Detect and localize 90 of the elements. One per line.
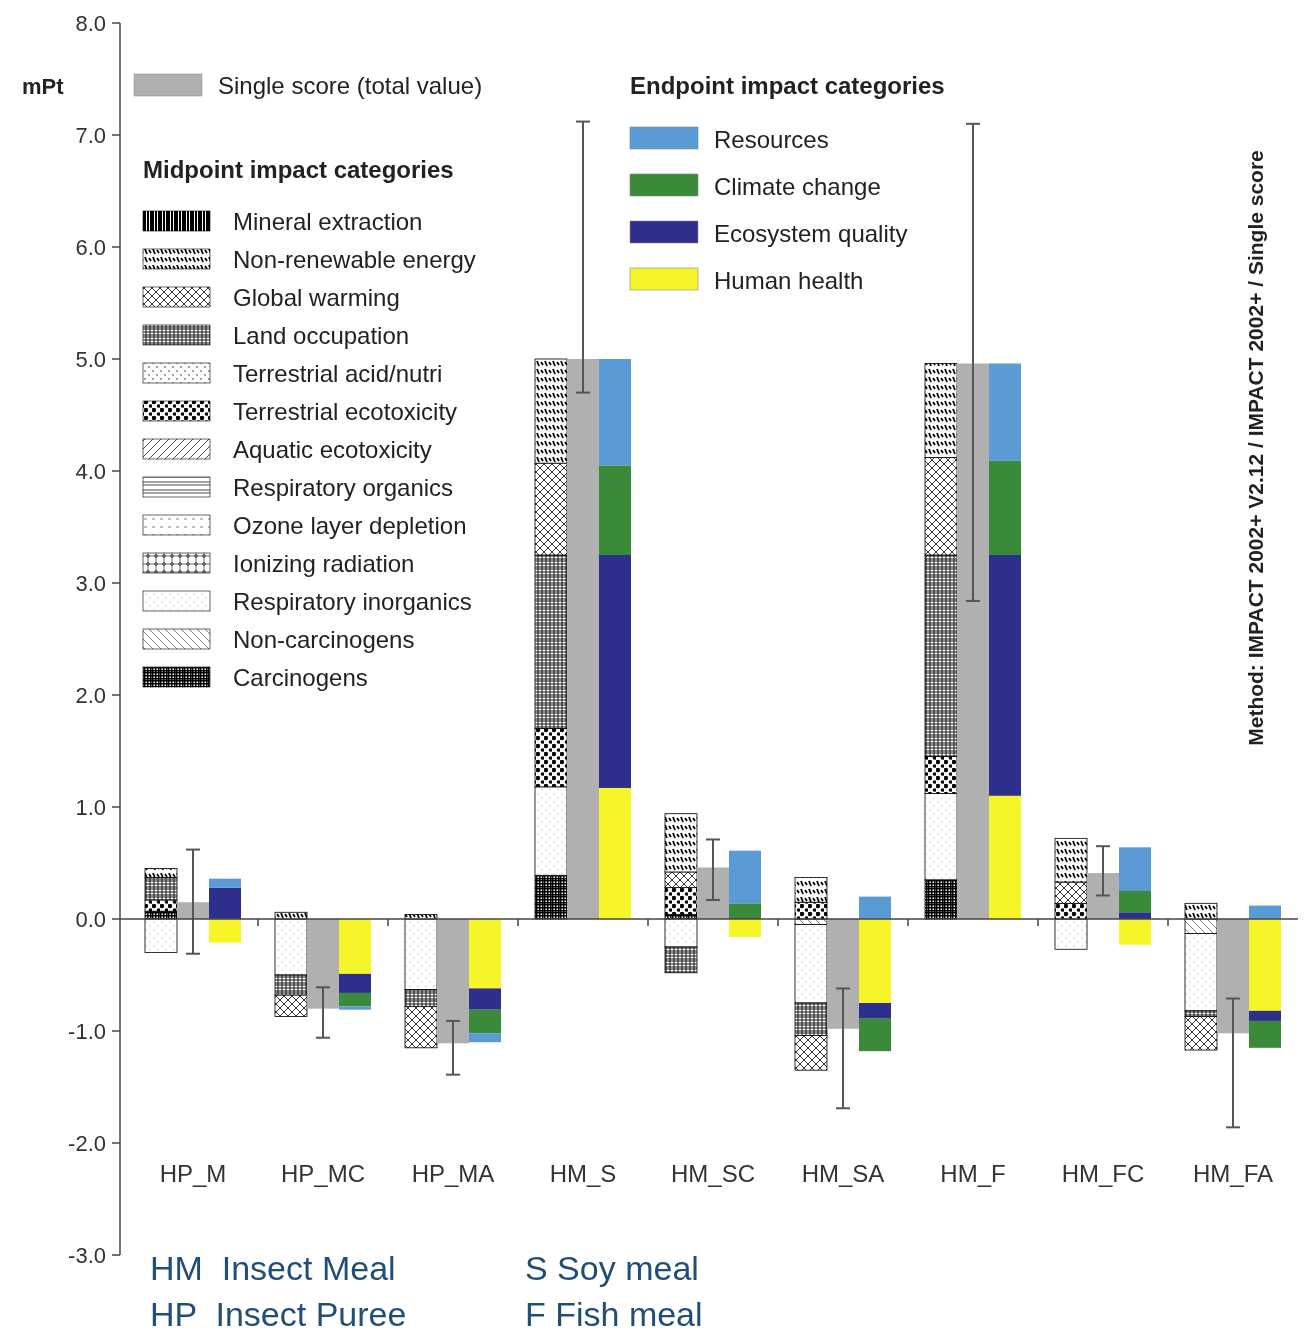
legend-label: Ozone layer depletion <box>233 512 467 539</box>
bar <box>437 919 469 1044</box>
legend-label: Land occupation <box>233 322 410 349</box>
legend-label: Climate change <box>714 173 881 200</box>
text: F Fish meal <box>525 1295 703 1333</box>
bar <box>1119 919 1151 945</box>
legend-label: Respiratory organics <box>233 474 454 501</box>
bar <box>1249 919 1281 1011</box>
bar <box>1087 873 1119 919</box>
text: HP Insect Puree <box>150 1295 407 1333</box>
bar <box>859 919 891 1003</box>
legend-label: Global warming <box>233 284 400 311</box>
bar <box>989 555 1021 796</box>
bar <box>599 787 631 919</box>
y-tick-label: 4.0 <box>75 458 106 484</box>
legend-label: Human health <box>714 267 864 294</box>
bar <box>957 363 989 919</box>
legend-label: Resources <box>714 126 829 153</box>
bar <box>209 887 241 919</box>
bar <box>729 850 761 904</box>
bar <box>339 973 371 993</box>
legend-label: Respiratory inorganics <box>233 588 472 615</box>
bar <box>469 988 501 1010</box>
bar <box>1054 918 1088 950</box>
x-tick-label: HM_FA <box>1192 1160 1274 1187</box>
bar <box>567 359 599 919</box>
y-tick-label: 5.0 <box>75 346 106 372</box>
annotation: Method: IMPACT 2002+ V2.12 / IMPACT 2002+ / Single score <box>1244 150 1267 746</box>
bar <box>339 1006 371 1010</box>
legend-label: Mineral extraction <box>233 208 423 235</box>
bar <box>339 992 371 1007</box>
legend-label: Non-carcinogens <box>233 626 415 653</box>
legend-label: Carcinogens <box>233 664 368 691</box>
x-tick-label: HM_F <box>940 1160 1006 1187</box>
y-tick-label: 7.0 <box>75 122 106 148</box>
y-tick-label: -2.0 <box>68 1130 106 1156</box>
bar <box>729 919 761 937</box>
y-axis-title: mPt <box>22 74 65 99</box>
x-tick-label: HP_M <box>159 1160 227 1187</box>
bar <box>469 919 501 989</box>
y-tick-label: 0.0 <box>75 906 106 932</box>
y-tick-label: 6.0 <box>75 234 106 260</box>
bar <box>209 919 241 943</box>
bar <box>697 867 729 919</box>
bar <box>339 919 371 974</box>
annotation: S Soy meal <box>525 1249 699 1287</box>
legend-label: Ecosystem quality <box>714 220 908 247</box>
text: Midpoint impact categories <box>143 156 454 183</box>
bar <box>989 363 1021 461</box>
bar <box>1119 847 1151 891</box>
bar <box>599 465 631 555</box>
bar <box>827 919 859 1029</box>
y-tick-label: -3.0 <box>68 1242 106 1268</box>
legend-label: Single score (total value) <box>218 72 483 99</box>
bar <box>307 919 339 1009</box>
x-tick-label: HM_S <box>549 1160 617 1187</box>
annotation: HM Insect Meal <box>150 1249 396 1287</box>
x-tick-label: HP_MC <box>280 1160 366 1187</box>
bar <box>989 460 1021 555</box>
bar <box>859 896 891 919</box>
y-tick-label: -1.0 <box>68 1018 106 1044</box>
legend-label: Terrestrial acid/nutri <box>233 360 443 387</box>
legend-label: Ionizing radiation <box>233 550 415 577</box>
legend-label: Aquatic ecotoxicity <box>233 436 432 463</box>
bar <box>1119 891 1151 913</box>
bar <box>1249 1010 1281 1021</box>
y-tick-label: 8.0 <box>75 10 106 36</box>
y-tick-label: 2.0 <box>75 682 106 708</box>
y-tick-label: 1.0 <box>75 794 106 820</box>
x-tick-label: HM_SA <box>801 1160 885 1187</box>
bar <box>989 795 1021 919</box>
bar <box>209 878 241 888</box>
x-tick-label: HP_MA <box>411 1160 495 1187</box>
legend-label: Terrestrial ecotoxicity <box>233 398 458 425</box>
legend-label: Non-renewable energy <box>233 246 476 273</box>
bar <box>1249 1020 1281 1048</box>
bar <box>729 903 761 919</box>
bar <box>1217 919 1249 1034</box>
bar <box>1184 902 1218 920</box>
y-tick-label: 3.0 <box>75 570 106 596</box>
bar <box>144 918 178 953</box>
x-tick-label: HM_FC <box>1061 1160 1145 1187</box>
bar <box>859 1018 891 1052</box>
bar <box>599 359 631 466</box>
bar <box>469 1009 501 1034</box>
bar <box>599 555 631 788</box>
x-tick-label: HM_SC <box>670 1160 756 1187</box>
text: Endpoint impact categories <box>630 72 945 99</box>
bar <box>859 1003 891 1019</box>
bar <box>469 1033 501 1043</box>
